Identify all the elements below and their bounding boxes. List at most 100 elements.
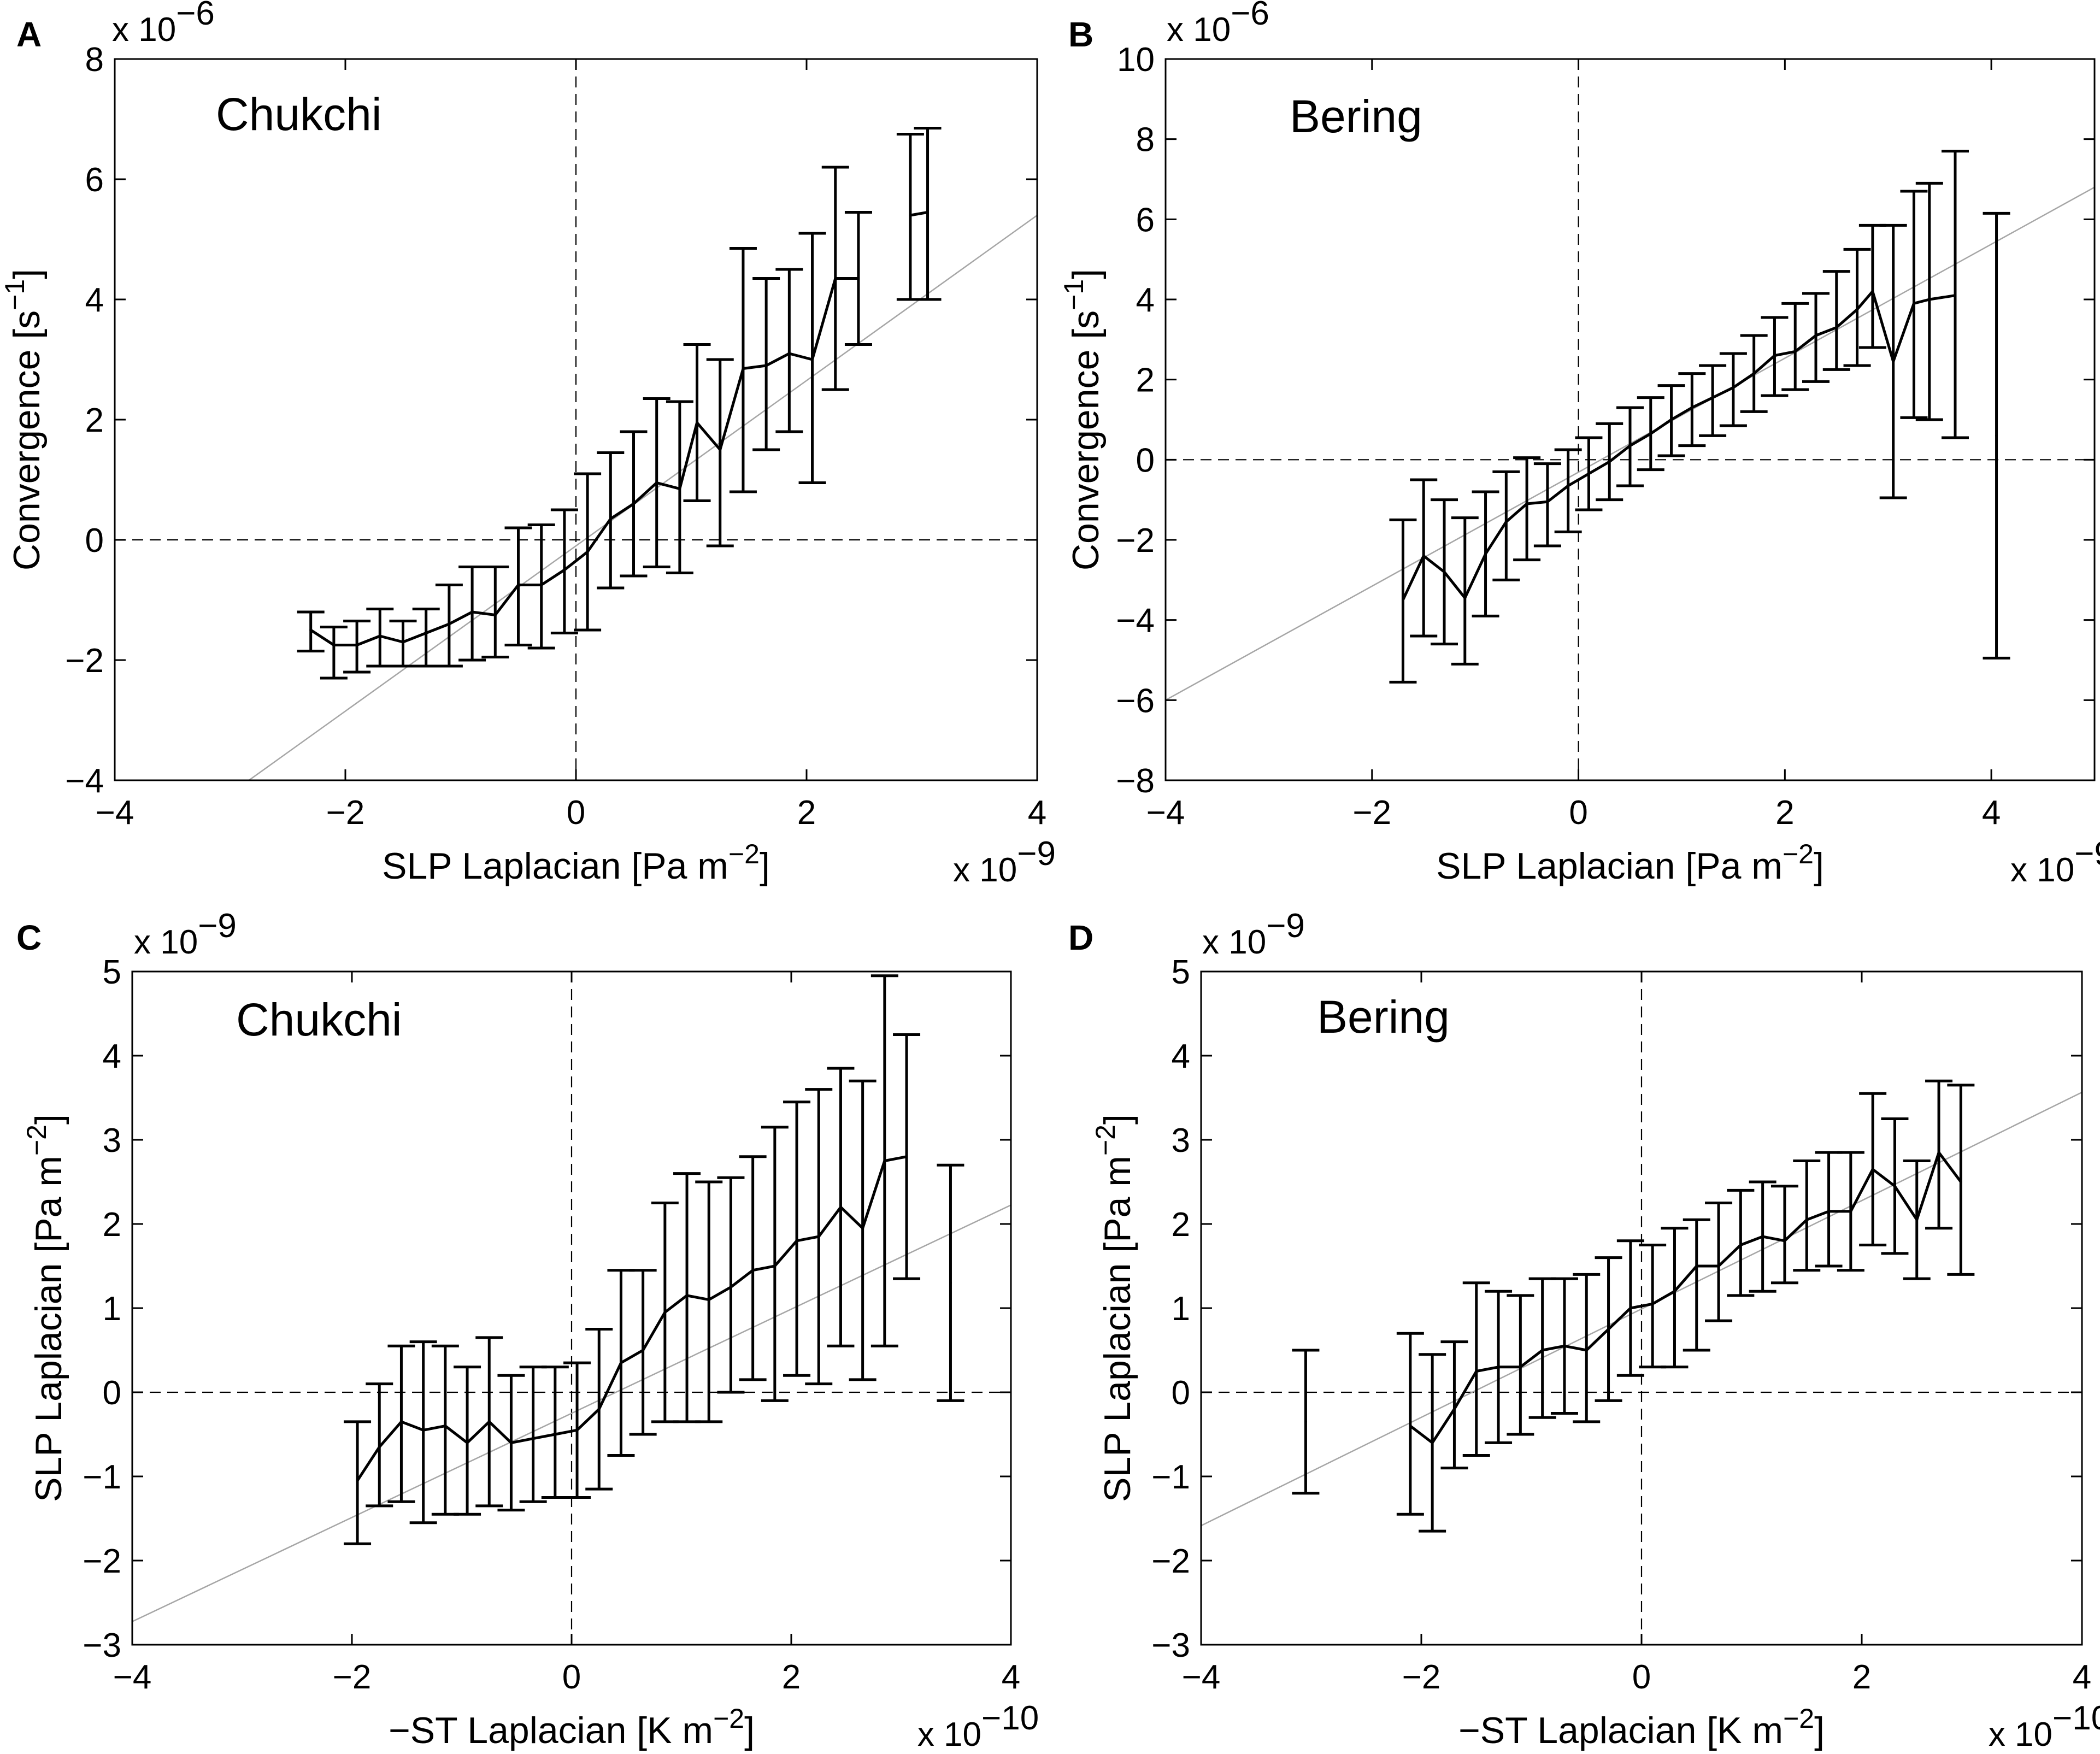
error-bar — [1947, 1084, 1975, 1276]
region-label: Bering — [1317, 991, 1450, 1043]
error-bar — [297, 610, 325, 652]
data-point — [487, 1420, 491, 1423]
x-tick-label: 4 — [2073, 1658, 2091, 1696]
data-point — [905, 1155, 908, 1158]
error-bar — [1925, 1079, 1953, 1230]
error-bar — [1410, 478, 1438, 638]
x-tick-label: −4 — [1182, 1658, 1221, 1696]
data-point — [540, 584, 543, 586]
data-point — [1783, 1239, 1786, 1243]
data-point — [466, 1441, 469, 1444]
data-point — [883, 1159, 886, 1162]
y-axis-label: SLP Laplacian [Pa m−2] — [1090, 1114, 1138, 1502]
error-bar — [1462, 1281, 1490, 1457]
data-point — [1814, 334, 1817, 337]
error-bar — [761, 1126, 789, 1402]
x-tick-label: 0 — [1632, 1658, 1651, 1696]
data-point — [575, 1428, 579, 1432]
data-point — [309, 628, 313, 632]
error-bar — [798, 232, 826, 484]
data-point — [1628, 444, 1632, 448]
data-point — [509, 1441, 513, 1444]
mean-line — [1402, 290, 1956, 601]
error-bar — [1661, 1227, 1689, 1369]
data-point — [1431, 1441, 1434, 1444]
data-point — [1304, 1420, 1307, 1423]
x-tick-label: 2 — [1852, 1658, 1871, 1696]
y-tick-label: 4 — [1136, 281, 1155, 319]
error-bar — [1727, 1188, 1755, 1297]
error-bar — [1513, 456, 1541, 562]
data-point — [1893, 1185, 1896, 1188]
error-bar — [1719, 352, 1747, 427]
error-bar — [1843, 248, 1871, 367]
data-point — [619, 1361, 622, 1364]
y-tick-label: 0 — [103, 1374, 121, 1412]
y-tick-label: 6 — [85, 161, 104, 199]
data-point — [1422, 554, 1425, 557]
data-point — [332, 644, 336, 646]
data-point — [1871, 1168, 1874, 1171]
error-bar — [550, 508, 578, 634]
error-bar — [343, 620, 371, 674]
error-bar — [458, 566, 486, 662]
x-tick-label: 2 — [797, 794, 816, 832]
error-bar — [1705, 1202, 1733, 1322]
x-tick-label: 2 — [1775, 794, 1794, 832]
region-label: Chukchi — [236, 994, 402, 1045]
data-point — [1541, 1349, 1544, 1352]
x-tick-label: 4 — [1028, 794, 1046, 832]
y-tick-label: −2 — [1116, 522, 1155, 560]
x-tick-label: 2 — [782, 1658, 801, 1696]
data-point — [597, 1408, 601, 1411]
panel-letter: C — [16, 918, 42, 957]
x-tick-label: −2 — [326, 794, 365, 832]
data-point — [1793, 350, 1797, 353]
data-point — [1690, 406, 1693, 409]
data-point — [1805, 1218, 1808, 1221]
y-tick-label: 4 — [103, 1038, 121, 1075]
data-point — [1519, 1365, 1522, 1369]
y-tick-label: 3 — [103, 1122, 121, 1159]
error-bar — [1451, 516, 1479, 666]
x-tick-label: 4 — [1002, 1658, 1020, 1696]
y-tick-label: 2 — [103, 1206, 121, 1244]
data-point — [1673, 1290, 1676, 1293]
data-point — [742, 367, 745, 370]
y-tick-label: −2 — [1151, 1543, 1190, 1580]
data-point — [1995, 434, 1998, 437]
error-bar — [1554, 448, 1582, 533]
data-point — [356, 1479, 359, 1482]
y-tick-label: 2 — [1136, 362, 1155, 399]
data-point — [1717, 1264, 1720, 1268]
data-point — [1827, 1210, 1831, 1213]
x-tick-label: −4 — [1146, 794, 1185, 832]
y-axis-label: Convergence [s−1] — [1058, 269, 1107, 570]
data-point — [1739, 1244, 1742, 1246]
data-point — [1912, 302, 1915, 305]
data-point — [554, 1433, 557, 1436]
error-bar — [775, 268, 803, 433]
data-point — [355, 644, 358, 646]
x-axis-label: SLP Laplacian [Pa m−2] — [382, 839, 770, 887]
x-axis-label: −ST Laplacian [K m−2] — [389, 1703, 755, 1751]
error-bar — [454, 1365, 481, 1516]
y-tick-label: −8 — [1116, 762, 1155, 800]
error-bar — [1915, 181, 1943, 421]
data-point — [493, 614, 497, 616]
data-point — [1497, 1365, 1500, 1369]
y-tick-label: 5 — [103, 953, 121, 991]
error-bar — [752, 277, 780, 451]
y-tick-label: 2 — [1172, 1206, 1190, 1244]
y-tick-label: −2 — [83, 1543, 121, 1580]
data-point — [1937, 1151, 1940, 1154]
data-point — [399, 1420, 403, 1423]
data-point — [655, 481, 658, 484]
x-tick-label: −2 — [333, 1658, 372, 1696]
x-tick-label: 4 — [1982, 794, 2001, 832]
error-bar — [320, 626, 348, 680]
data-point — [1649, 432, 1652, 435]
data-point — [949, 1281, 952, 1285]
error-bar — [1396, 1332, 1424, 1516]
